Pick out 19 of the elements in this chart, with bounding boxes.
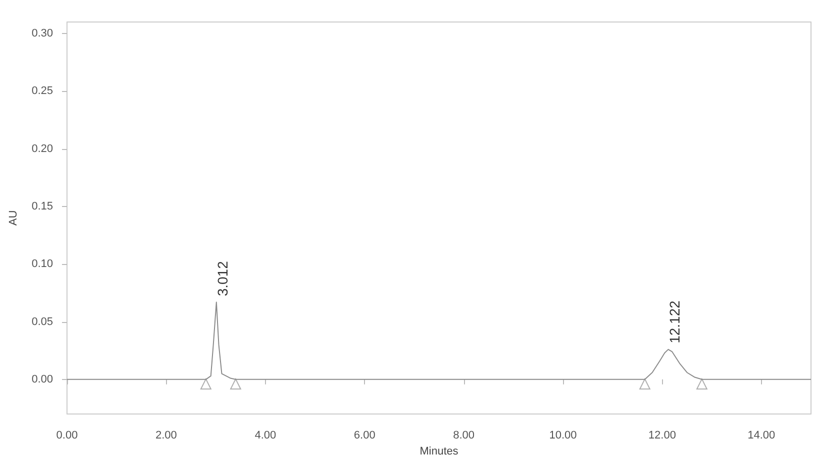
x-tick-label: 4.00 (254, 430, 276, 442)
y-tick-label: 0.10 (32, 258, 53, 270)
x-tick-label: 8.00 (453, 430, 475, 442)
y-tick-label: 0.15 (32, 200, 53, 212)
y-tick-label: 0.20 (32, 142, 53, 155)
y-axis-title: AU (8, 210, 20, 226)
y-tick-label: 0.30 (32, 28, 53, 40)
x-tick-label: 0.00 (56, 430, 78, 442)
y-tick-label: 0.00 (32, 373, 53, 386)
x-tick-label: 10.00 (549, 430, 577, 442)
annotation: 12.122 (666, 300, 682, 344)
x-tick-label: 14.00 (748, 430, 776, 442)
x-tick-label: 12.00 (648, 430, 676, 442)
annotation: 3.012 (214, 260, 230, 296)
y-tick-label: 0.05 (32, 316, 53, 328)
x-tick-label: 6.00 (354, 430, 376, 442)
y-tick-label: 0.25 (32, 85, 53, 98)
x-tick-label: 2.00 (155, 430, 177, 442)
x-axis-title: Minutes (420, 445, 459, 458)
